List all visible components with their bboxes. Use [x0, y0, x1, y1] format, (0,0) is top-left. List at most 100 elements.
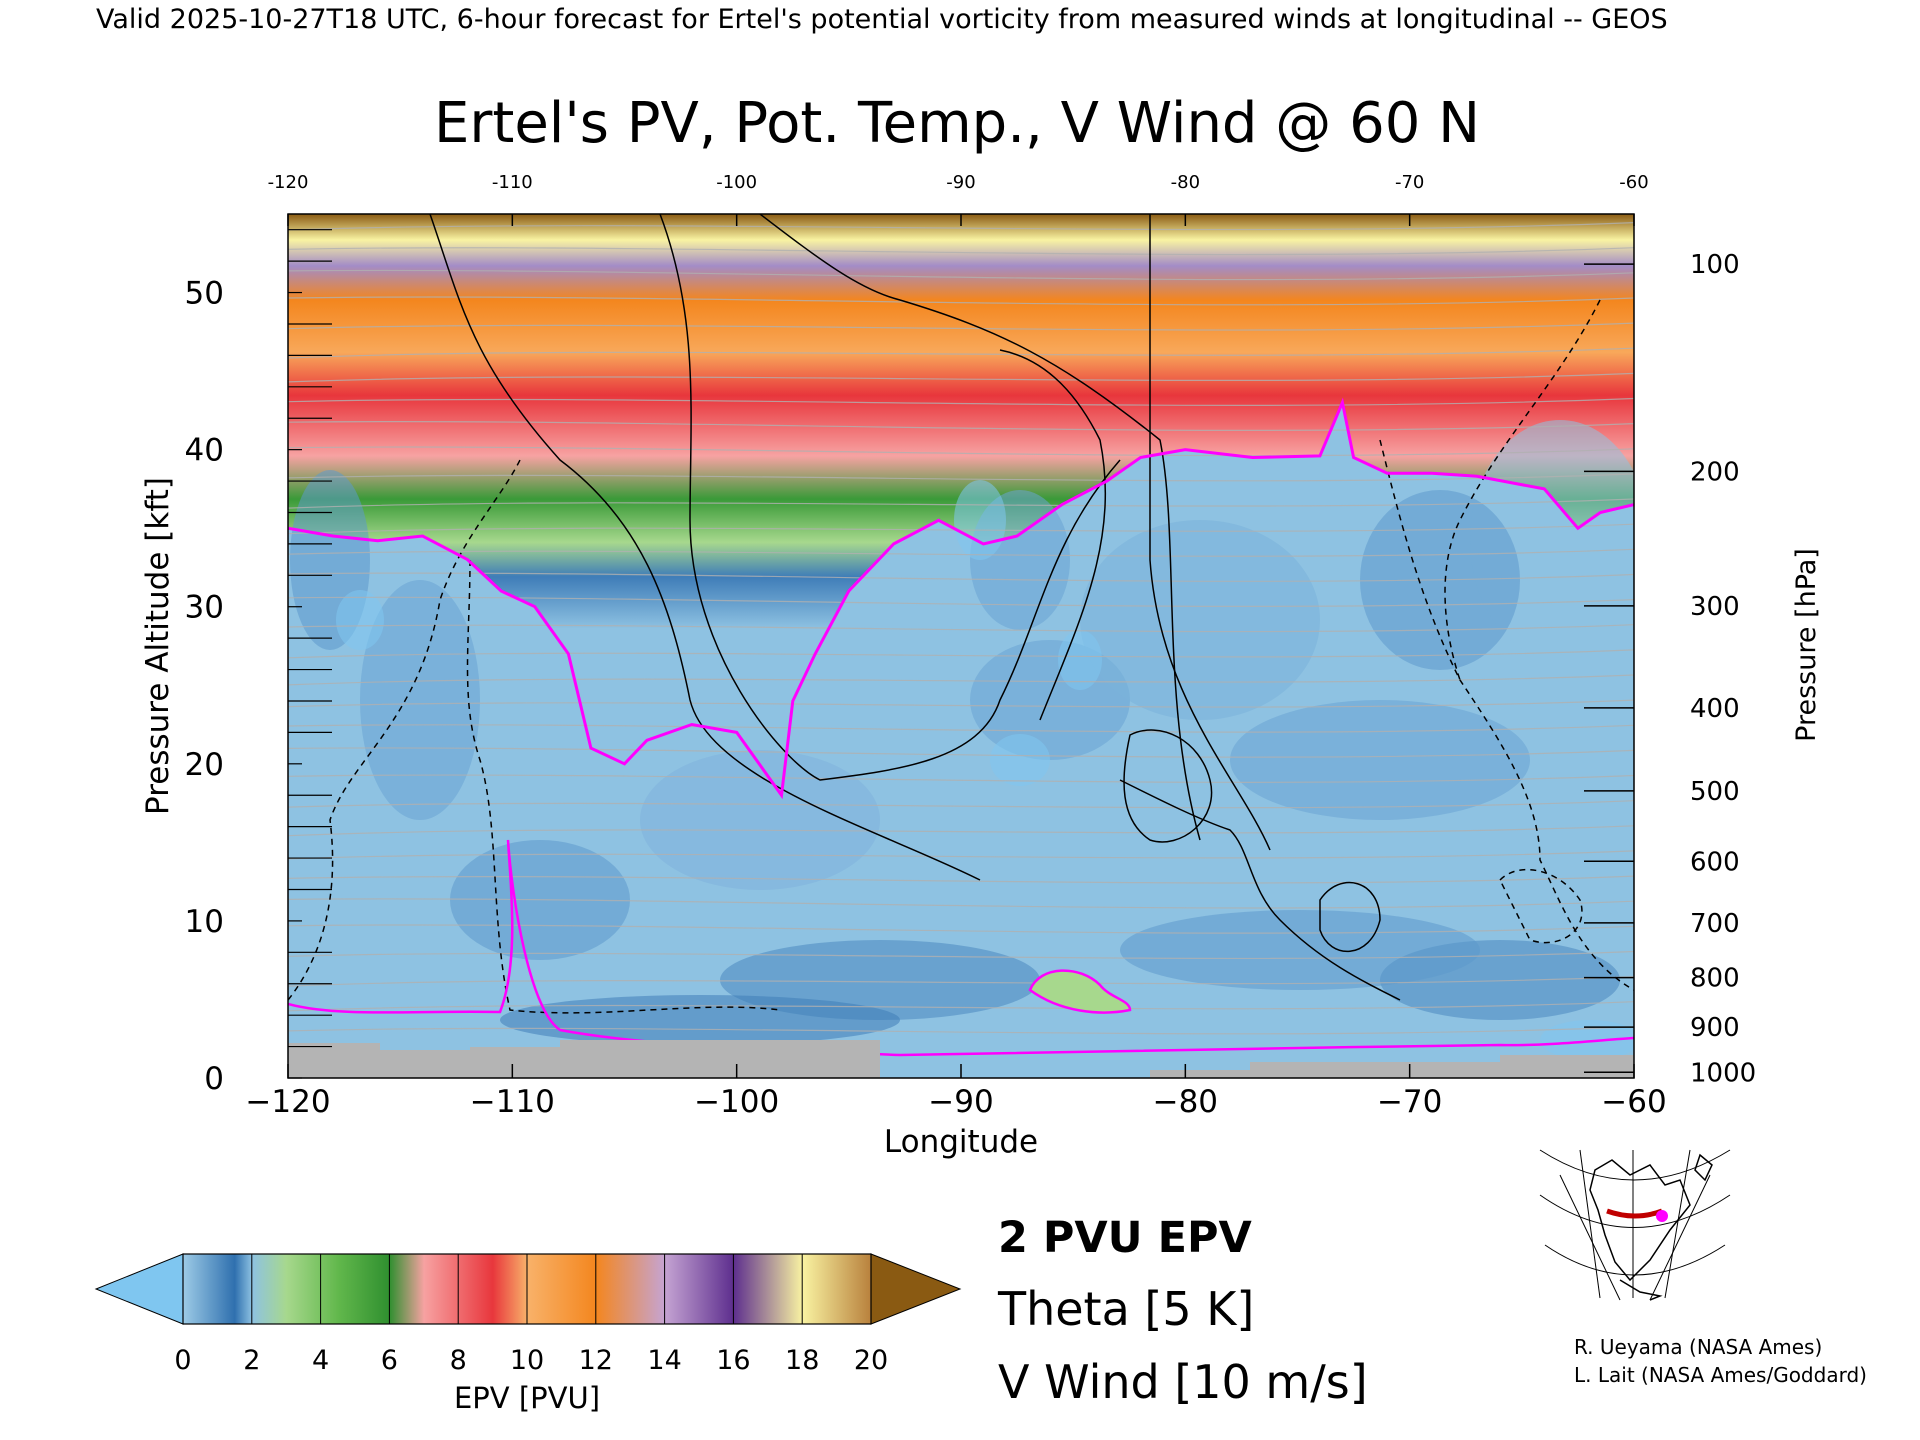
- y-tick-label-4: 40: [185, 433, 224, 469]
- forecast-banner: Valid 2025-10-27T18 UTC, 6-hour forecast…: [96, 4, 1668, 35]
- colorbar-label: EPV [PVU]: [454, 1381, 600, 1415]
- colorbar-over-arrow: [870, 1253, 962, 1325]
- theta-line-25: [288, 397, 1634, 406]
- colorbar-segment-4: [337, 1254, 390, 1324]
- x-axis-top: -120 -110 -100 -90 -80 -70 -60: [268, 172, 1649, 226]
- y-tick-label-3: 30: [185, 590, 224, 626]
- v-wind-contour-3: [1149, 214, 1271, 851]
- theta-line-32: [288, 222, 1634, 231]
- y-tick-label-1: 10: [185, 904, 224, 940]
- theta-line-21: [288, 498, 1634, 509]
- theta-line-8: [288, 825, 1634, 837]
- y-tick-label-5: 50: [185, 276, 224, 312]
- colorbar-segment-8: [527, 1254, 597, 1324]
- theta-line-29: [288, 296, 1634, 306]
- y-axis-left: 0 10 20 30 40 50: [185, 229, 332, 1097]
- x-tick-label-4: −80: [1153, 1084, 1218, 1120]
- p-tick-label-9: 1000: [1690, 1058, 1756, 1088]
- theta-line-14: [288, 674, 1634, 686]
- theta-line-4: [288, 924, 1634, 934]
- p-tick-label-7: 800: [1690, 964, 1740, 994]
- p-tick-label-4: 500: [1690, 777, 1740, 807]
- chart-title: Ertel's PV, Pot. Temp., V Wind @ 60 N: [434, 91, 1480, 156]
- theta-line-5: [288, 898, 1634, 909]
- y-axis-label: Pressure Altitude [kft]: [140, 477, 176, 815]
- x-tick-label-6: −60: [1601, 1084, 1666, 1120]
- p-tick-label-1: 200: [1690, 457, 1740, 487]
- colorbar-tick-label-2: 4: [312, 1345, 329, 1376]
- pv-texture-15: [1058, 630, 1102, 690]
- pv-texture-11: [500, 995, 900, 1045]
- x-tick-label-5: −70: [1377, 1084, 1442, 1120]
- v-wind-contour-8: [1444, 299, 1601, 681]
- pv-texture-1: [360, 580, 480, 820]
- theta-line-20: [288, 523, 1634, 535]
- colorbar-tick-label-1: 2: [243, 1345, 260, 1376]
- v-wind-contour-1: [659, 214, 1121, 781]
- colorbar-segment-9: [595, 1254, 666, 1324]
- theta-line-26: [288, 372, 1634, 383]
- lower-pv-island: [1028, 969, 1132, 1014]
- y-tick-label-0: 0: [204, 1061, 224, 1097]
- v-wind-contour-5: [288, 459, 521, 1001]
- theta-line-9: [288, 800, 1634, 809]
- pv-texture-14: [954, 480, 1006, 560]
- plot-area: [288, 197, 1634, 1078]
- x-tick-label-0: −120: [245, 1084, 330, 1120]
- x-top-tick-label-2: -100: [716, 172, 757, 193]
- theta-line-19: [288, 548, 1634, 557]
- theta-line-12: [288, 724, 1634, 733]
- credit-line-1: R. Ueyama (NASA Ames): [1574, 1335, 1822, 1359]
- x-top-tick-label-6: -60: [1619, 172, 1648, 193]
- theta-line-13: [288, 699, 1634, 708]
- theta-line-30: [288, 269, 1634, 281]
- colorbar-tick-label-6: 12: [579, 1345, 613, 1376]
- locator-map: [1535, 1148, 1731, 1301]
- theta-line-31: [288, 247, 1634, 256]
- colorbar-tick-label-7: 14: [647, 1345, 681, 1376]
- theta-line-17: [288, 596, 1634, 607]
- theta-line-7: [288, 850, 1634, 860]
- v-wind-contour-4: [999, 349, 1107, 721]
- theta-line-18: [288, 572, 1634, 582]
- pv-texture-16: [990, 734, 1050, 786]
- theta-line-0: [288, 1026, 1634, 1035]
- v-wind-contour-6: [466, 559, 781, 1014]
- v-wind-contour-12: [1499, 868, 1583, 944]
- theta-line-1: [288, 1001, 1634, 1012]
- p-tick-label-2: 300: [1690, 592, 1740, 622]
- theta-line-27: [288, 347, 1634, 359]
- pv-texture-17: [336, 590, 384, 650]
- colorbar-segment-3: [286, 1254, 339, 1324]
- y2-axis-label: Pressure [hPa]: [1791, 548, 1822, 742]
- theta-line-24: [288, 421, 1634, 431]
- theta-line-3: [288, 950, 1634, 960]
- p-tick-label-3: 400: [1690, 694, 1740, 724]
- v-wind-contour-7: [1379, 439, 1634, 991]
- colorbar-tick-label-0: 0: [174, 1345, 191, 1376]
- theta-line-28: [288, 322, 1634, 331]
- v-wind-contour-10: [1123, 729, 1213, 843]
- colorbar-tick-label-5: 10: [510, 1345, 544, 1376]
- colorbar-segment-1: [234, 1254, 253, 1324]
- x-top-tick-label-1: -110: [492, 172, 533, 193]
- legend: 2 PVU EPV Theta [5 K] V Wind [10 m/s]: [997, 1213, 1368, 1409]
- theta-line-22: [288, 473, 1634, 482]
- legend-entry-1: Theta [5 K]: [997, 1282, 1254, 1336]
- credit-line-2: L. Lait (NASA Ames/Goddard): [1574, 1363, 1867, 1387]
- colorbar-tick-label-3: 6: [381, 1345, 398, 1376]
- p-tick-label-8: 900: [1690, 1013, 1740, 1043]
- theta-line-33: [288, 197, 1634, 207]
- v-wind-contour-0: [429, 214, 981, 881]
- v-wind-contour-9: [1119, 779, 1401, 1001]
- colorbar: 0 2 4 6 8 10 12 14 16 18 20: [94, 1253, 962, 1376]
- lower-pv-filament-line: [288, 839, 1634, 1057]
- x-tick-label-3: −90: [928, 1084, 993, 1120]
- legend-entry-0: 2 PVU EPV: [998, 1213, 1252, 1263]
- colorbar-segment-5: [389, 1254, 425, 1324]
- theta-line-15: [288, 649, 1634, 659]
- colorbar-tick-label-10: 20: [854, 1345, 888, 1376]
- x-tick-label-1: −110: [470, 1084, 555, 1120]
- y-axis-right-pressure: 100 200 300 400 500 600 700 800 900 1000: [1584, 250, 1756, 1088]
